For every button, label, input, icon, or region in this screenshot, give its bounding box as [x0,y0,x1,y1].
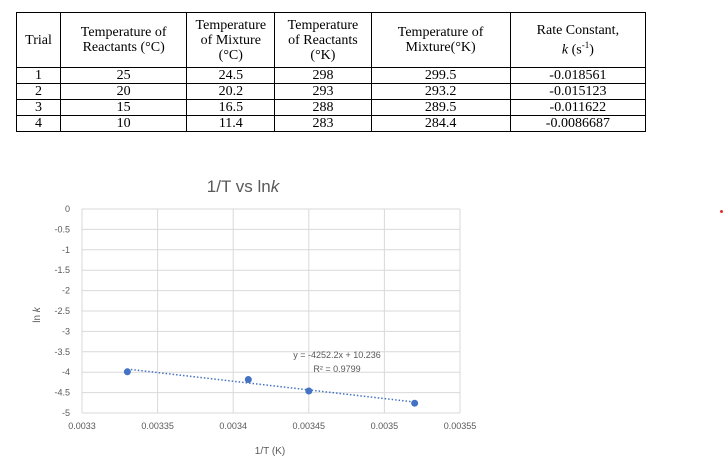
x-tick-label: 0.0034 [219,421,247,431]
data-table: Trial Temperature of Reactants (°C) Temp… [15,12,647,132]
trendline-r2: R² = 0.9799 [313,364,360,374]
header-line: of Reactants [288,32,358,48]
header-line: Temperature [195,17,267,33]
x-tick-labels: 0.0033 0.00335 0.0034 0.00345 0.0035 0.00355 [68,421,476,431]
y-tick-label: -2.5 [54,306,70,316]
table-row: 2 20 20.2 293 293.2 -0.015123 [15,83,647,100]
k-unit-close: ) [589,42,594,58]
chart-title-italic: k [271,177,281,196]
header-line: Temperature [287,17,359,33]
table-cell: 11.4 [186,115,276,132]
table-cell: 289.5 [370,99,511,116]
x-axis-label: 1/T (K) [255,446,285,457]
x-tick-label: 0.00335 [141,421,174,431]
table-header-row: Trial Temperature of Reactants (°C) Temp… [15,12,647,68]
table-row: 4 10 11.4 283 284.4 -0.0086687 [15,115,647,132]
y-tick-label: -3.5 [54,347,70,357]
table-cell: -0.018561 [509,67,647,84]
table-cell: 10 [60,115,188,132]
table-cell: 15 [60,99,188,116]
header-temp-mixture-c: Temperature of Mixture (°C) [186,12,276,68]
table-cell: 25 [60,67,188,84]
header-temp-reactants-c: Temperature of Reactants (°C) [60,12,188,68]
table-cell: 288 [274,99,372,116]
x-tick-label: 0.0035 [371,421,399,431]
y-tick-label: -1 [62,245,70,255]
table-cell: 16.5 [186,99,276,116]
y-tick-label: -1.5 [54,265,70,275]
chart-title: 1/T vs lnk [207,177,281,196]
y-tick-label: -2 [62,286,70,296]
header-line: (°K) [310,47,336,63]
table-row: 1 25 24.5 298 299.5 -0.018561 [15,67,647,84]
table-cell: 284.4 [370,115,511,132]
trendline [127,368,415,403]
data-points [123,368,419,407]
k-symbol: k [561,42,569,58]
y-axis-label-text: ln [32,312,43,323]
x-tick-label: 0.00345 [293,421,326,431]
header-line: Reactants (°C) [82,40,165,55]
header-line: (°C) [218,47,243,63]
table-cell: 293.2 [370,83,511,100]
table-cell: 299.5 [370,67,511,84]
x-tick-label: 0.00355 [444,421,477,431]
header-rate-constant: Rate Constant, k (s-1) [509,12,647,68]
data-point [411,399,419,407]
table-cell: -0.011622 [509,99,647,116]
y-tick-label: 0 [65,204,70,214]
table-cell: 293 [274,83,372,100]
trendline-equation: y = -4252.2x + 10.236 [293,350,381,360]
table-cell: 2 [15,83,62,100]
data-point [305,387,313,395]
y-tick-label: -4 [62,367,70,377]
x-tick-label: 0.0033 [68,421,96,431]
table-row: 3 15 16.5 288 289.5 -0.011622 [15,99,647,116]
header-temp-reactants-k: Temperature of Reactants (°K) [274,12,372,68]
header-line: Rate Constant, [536,22,620,38]
header-trial: Trial [15,12,62,68]
header-line: Temperature of [80,25,167,40]
table-cell: 1 [15,67,62,84]
y-axis-label: ln k [32,306,43,323]
chart-title-text: 1/T vs ln [207,177,271,196]
gridlines [81,208,461,414]
header-temp-mixture-k: Temperature of Mixture(°K) [370,12,511,68]
data-point [244,376,252,384]
header-line: Mixture(°K) [405,40,476,55]
y-tick-label: -0.5 [54,224,70,234]
y-tick-labels: 0 -0.5 -1 -1.5 -2 -2.5 -3 -3.5 -4 -4.5 -5 [54,204,70,418]
table-cell: 20.2 [186,83,276,100]
y-tick-label: -4.5 [54,388,70,398]
scatter-chart: 1/T vs lnk 0-0.5-1-1.5-2-2.5-3-3.5-4-4.5… [32,177,476,457]
table-cell: -0.015123 [509,83,647,100]
header-line: Temperature of [397,25,484,40]
table-cell: 24.5 [186,67,276,84]
table-cell: 4 [15,115,62,132]
red-marker-dot [720,210,723,213]
trendline-layer [127,368,415,403]
header-line: Trial [25,32,52,48]
header-line: of Mixture [200,32,261,48]
table-cell: 298 [274,67,372,84]
table-cell: -0.0086687 [509,115,647,132]
k-unit-exponent: -1 [581,39,590,50]
y-tick-label: -3 [62,326,70,336]
table-cell: 283 [274,115,372,132]
data-point [123,368,131,376]
y-tick-label: -5 [62,408,70,418]
table-cell: 20 [60,83,188,100]
y-axis-label-italic: k [32,306,43,312]
table-cell: 3 [15,99,62,116]
k-unit: (s [568,42,582,58]
